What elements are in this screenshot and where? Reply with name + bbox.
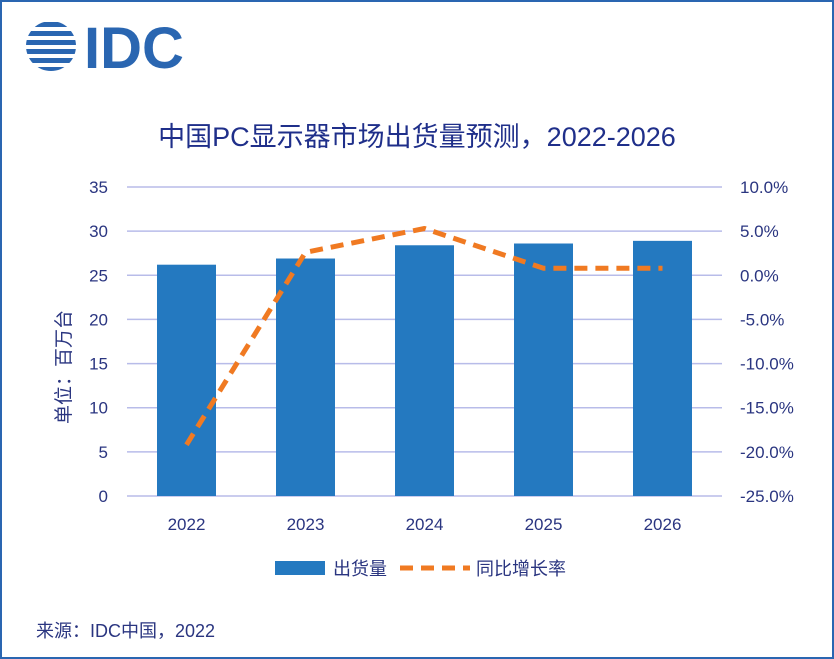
x-axis-ticks: 2022 2023 2024 2025 2026	[168, 515, 682, 534]
bar	[395, 245, 454, 496]
bar	[514, 243, 573, 496]
y-right-tick-label: -25.0%	[740, 487, 794, 506]
y-right-tick-label: -10.0%	[740, 355, 794, 374]
y-left-tick-label: 15	[89, 355, 108, 374]
y-left-tick-label: 5	[99, 443, 108, 462]
x-tick-label: 2024	[406, 515, 444, 534]
y-right-tick-label: 0.0%	[740, 266, 779, 285]
source-note: 来源：IDC中国，2022	[36, 621, 216, 641]
y-right-tick-label: -15.0%	[740, 399, 794, 418]
y-left-tick-label: 10	[89, 399, 108, 418]
x-tick-label: 2023	[287, 515, 325, 534]
bar	[157, 264, 216, 496]
legend-label-bar: 出货量	[333, 559, 387, 579]
right-axis-ticks: -25.0% -20.0% -15.0% -10.0% -5.0% 0.0% 5.0% 10.…	[740, 178, 794, 506]
x-tick-label: 2026	[644, 515, 682, 534]
y-left-tick-label: 20	[89, 310, 108, 329]
left-axis-ticks: 0 5 10 15 20 25 30 35	[89, 178, 108, 506]
y-right-tick-label: 10.0%	[740, 178, 788, 197]
y-right-tick-label: 5.0%	[740, 222, 779, 241]
logo-text: IDC	[84, 16, 184, 76]
x-tick-label: 2025	[525, 515, 563, 534]
y-left-tick-label: 0	[99, 487, 108, 506]
bar-series	[157, 240, 692, 496]
x-tick-label: 2022	[168, 515, 206, 534]
y-right-tick-label: -20.0%	[740, 443, 794, 462]
y-left-tick-label: 25	[89, 266, 108, 285]
globe-icon	[26, 22, 76, 71]
line-series	[184, 225, 663, 447]
y-axis-label: 单位：百万台	[53, 310, 75, 424]
legend-label-line: 同比增长率	[476, 559, 566, 579]
y-right-tick-label: -5.0%	[740, 310, 784, 329]
idc-logo: IDC	[26, 16, 184, 76]
legend: 出货量 同比增长率	[275, 559, 566, 579]
legend-swatch-bar	[275, 561, 325, 575]
y-left-tick-label: 35	[89, 178, 108, 197]
y-left-tick-label: 30	[89, 222, 108, 241]
bar	[633, 240, 692, 496]
chart-title: 中国PC显示器市场出货量预测，2022-2026	[158, 122, 676, 152]
bar	[276, 258, 335, 496]
